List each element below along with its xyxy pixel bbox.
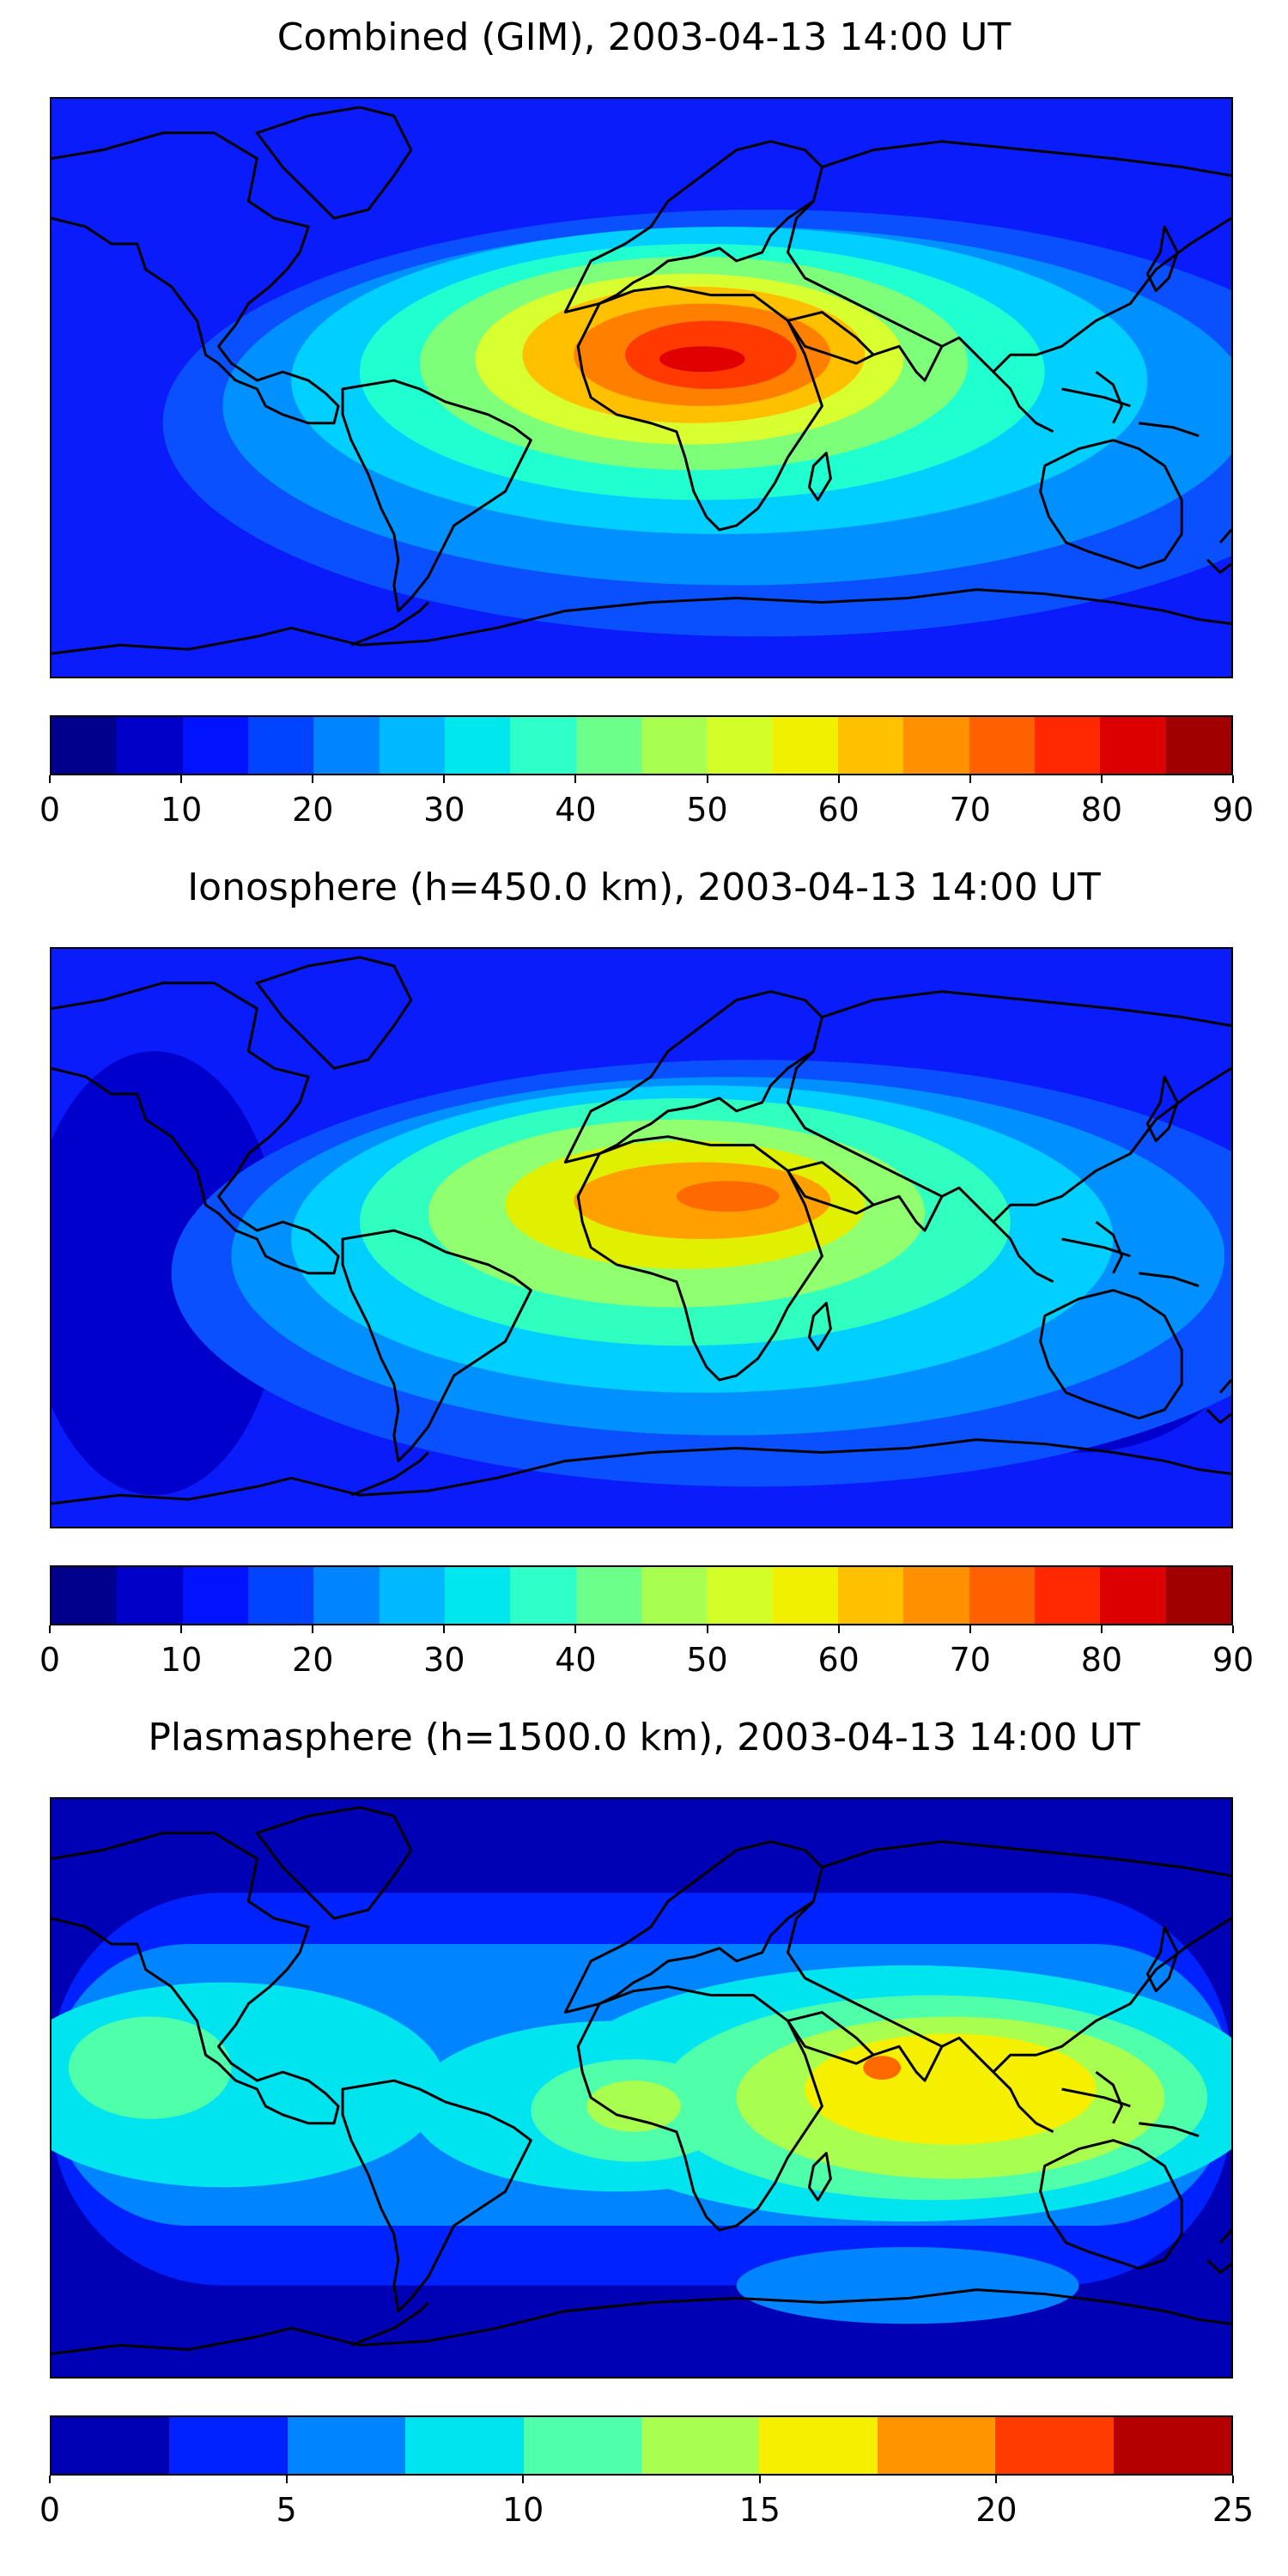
colorbar-tick-label: 70 bbox=[949, 1641, 991, 1679]
colorbar-ticks: 0 5 10 15 20 25 bbox=[39, 2476, 1254, 2529]
colorbar-tick-label: 10 bbox=[160, 1641, 203, 1679]
colorbar-cell bbox=[510, 717, 576, 774]
colorbar-cell bbox=[969, 1567, 1035, 1624]
colorbar-cell bbox=[1034, 1567, 1101, 1624]
colorbar-tick-label: 50 bbox=[686, 1641, 728, 1679]
panel-ionosphere: Ionosphere (h=450.0 km), 2003-04-13 14:0… bbox=[0, 850, 1288, 1709]
colorbar-cell bbox=[707, 717, 773, 774]
colorbar-tick-label: 25 bbox=[1212, 2491, 1255, 2529]
colorbar-cell bbox=[510, 1567, 576, 1624]
colorbar-tick-label: 30 bbox=[423, 1641, 465, 1679]
colorbar-cell bbox=[903, 717, 969, 774]
contour-field bbox=[52, 99, 1231, 677]
colorbar bbox=[50, 715, 1233, 775]
colorbar-cell bbox=[1113, 2417, 1232, 2474]
panel-title: Ionosphere (h=450.0 km), 2003-04-13 14:0… bbox=[187, 866, 1101, 909]
colorbar-tick-label: 80 bbox=[1080, 791, 1123, 829]
colorbar-tick-label: 15 bbox=[738, 2491, 781, 2529]
colorbar-cell bbox=[247, 717, 314, 774]
colorbar-cell bbox=[1100, 717, 1166, 774]
colorbar-cell bbox=[379, 717, 445, 774]
colorbar-cell bbox=[313, 1567, 380, 1624]
colorbar-ticks: 0 10 20 30 40 50 60 70 80 90 bbox=[39, 775, 1254, 829]
colorbar-cell bbox=[52, 717, 118, 774]
colorbar-cell bbox=[405, 2417, 524, 2474]
colorbar-cell bbox=[707, 1567, 773, 1624]
colorbar-cell bbox=[169, 2417, 288, 2474]
colorbar-cell bbox=[903, 1567, 969, 1624]
contour-level bbox=[52, 1051, 283, 1496]
colorbar-tick-label: 40 bbox=[555, 791, 597, 829]
panel-plasmasphere: Plasmasphere (h=1500.0 km), 2003-04-13 1… bbox=[0, 1700, 1288, 2559]
contour-field bbox=[52, 949, 1231, 1527]
colorbar-cell bbox=[837, 1567, 904, 1624]
panel-title: Combined (GIM), 2003-04-13 14:00 UT bbox=[276, 15, 1012, 59]
colorbar-cell bbox=[444, 1567, 511, 1624]
colorbar-cell bbox=[52, 2417, 170, 2474]
colorbar-cell bbox=[182, 717, 248, 774]
colorbar-cell bbox=[759, 2417, 878, 2474]
colorbar-tick-label: 10 bbox=[160, 791, 203, 829]
colorbar-cell bbox=[1100, 1567, 1166, 1624]
colorbar-tick-label: 20 bbox=[975, 2491, 1018, 2529]
colorbar-tick-label: 30 bbox=[423, 791, 465, 829]
tec-map bbox=[50, 97, 1233, 678]
colorbar-cell bbox=[1165, 1567, 1231, 1624]
contour-level bbox=[676, 1181, 780, 1212]
panel-title: Plasmasphere (h=1500.0 km), 2003-04-13 1… bbox=[148, 1716, 1140, 1759]
colorbar-cell bbox=[117, 1567, 183, 1624]
colorbar-cell bbox=[641, 1567, 708, 1624]
colorbar-cell bbox=[1165, 717, 1231, 774]
colorbar-tick-label: 10 bbox=[502, 2491, 544, 2529]
colorbar-cell bbox=[969, 717, 1035, 774]
colorbar-cell bbox=[523, 2417, 642, 2474]
colorbar-cell bbox=[117, 717, 183, 774]
colorbar-tick-label: 50 bbox=[686, 791, 728, 829]
colorbar-cell bbox=[444, 717, 511, 774]
contour-level bbox=[659, 346, 745, 373]
colorbar-cell bbox=[641, 2417, 760, 2474]
contour-level bbox=[586, 2081, 681, 2132]
colorbar-tick-label: 70 bbox=[949, 791, 991, 829]
colorbar-tick-label: 0 bbox=[39, 1641, 61, 1679]
colorbar-tick-label: 60 bbox=[817, 1641, 860, 1679]
colorbar-cell bbox=[837, 717, 904, 774]
colorbar-cell bbox=[575, 717, 641, 774]
colorbar-cell bbox=[182, 1567, 248, 1624]
colorbar-ticks: 0 10 20 30 40 50 60 70 80 90 bbox=[39, 1625, 1254, 1679]
colorbar-cell bbox=[995, 2417, 1114, 2474]
colorbar-cell bbox=[52, 1567, 118, 1624]
colorbar-tick-label: 0 bbox=[39, 791, 61, 829]
contour-field bbox=[52, 1799, 1231, 2377]
colorbar-tick-label: 60 bbox=[817, 791, 860, 829]
colorbar bbox=[50, 1565, 1233, 1625]
tec-map bbox=[50, 947, 1233, 1528]
colorbar-cell bbox=[287, 2417, 406, 2474]
colorbar-tick-label: 20 bbox=[292, 791, 334, 829]
colorbar-cell bbox=[772, 1567, 838, 1624]
colorbar-cell bbox=[247, 1567, 314, 1624]
colorbar-cell bbox=[575, 1567, 641, 1624]
colorbar-cell bbox=[772, 717, 838, 774]
colorbar-cell bbox=[877, 2417, 996, 2474]
contour-level bbox=[736, 2246, 1079, 2324]
colorbar-tick-label: 80 bbox=[1080, 1641, 1123, 1679]
contour-level bbox=[68, 2016, 232, 2119]
colorbar-cell bbox=[313, 717, 380, 774]
colorbar-tick-label: 0 bbox=[39, 2491, 61, 2529]
colorbar-tick-label: 20 bbox=[292, 1641, 334, 1679]
colorbar-tick-label: 40 bbox=[555, 1641, 597, 1679]
contour-level bbox=[863, 2056, 902, 2081]
colorbar-tick-label: 90 bbox=[1212, 1641, 1255, 1679]
tec-map bbox=[50, 1797, 1233, 2379]
colorbar-cell bbox=[641, 717, 708, 774]
colorbar bbox=[50, 2415, 1233, 2476]
colorbar-cell bbox=[1034, 717, 1101, 774]
colorbar-tick-label: 90 bbox=[1212, 791, 1255, 829]
colorbar-tick-label: 5 bbox=[276, 2491, 297, 2529]
panel-combined: Combined (GIM), 2003-04-13 14:00 UT 0 10 2… bbox=[0, 0, 1288, 859]
colorbar-cell bbox=[379, 1567, 445, 1624]
